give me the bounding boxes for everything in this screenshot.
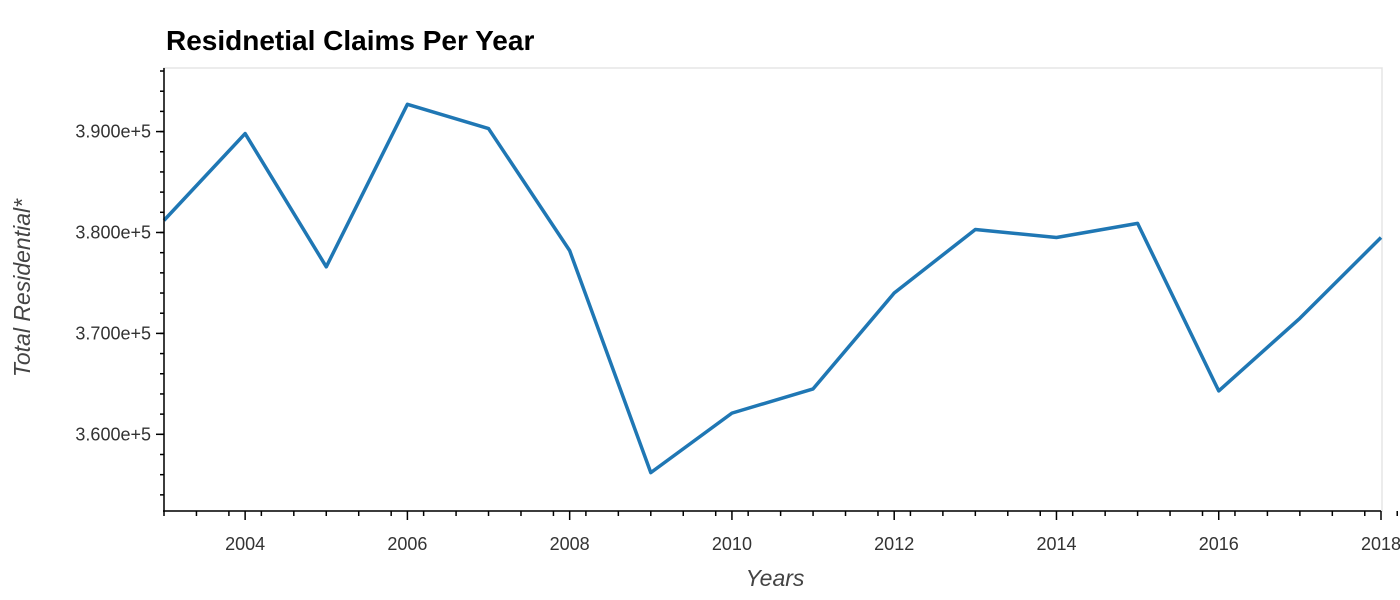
series-layer [162,102,1383,475]
series-line [162,102,1383,475]
x-tick-label: 2006 [387,534,427,554]
x-tick-label: 2010 [712,534,752,554]
y-axis-label: Total Residential* [9,198,35,377]
x-tick-label: 2008 [550,534,590,554]
x-axis-label: Years [746,565,805,591]
chart-title: Residnetial Claims Per Year [166,25,534,56]
x-axis: 2004 2006 2008 2010 2012 2014 2016 2018 [163,510,1400,554]
y-tick-label: 3.600e+5 [75,424,151,444]
y-tick-label: 3.900e+5 [75,122,151,142]
x-tick-label: 2014 [1036,534,1076,554]
x-tick-label: 2016 [1199,534,1239,554]
y-tick-label: 3.800e+5 [75,222,151,242]
x-tick-label: 2004 [225,534,265,554]
plot-frame [163,67,1383,512]
y-tick-label: 3.700e+5 [75,323,151,343]
x-tick-label: 2018 [1361,534,1400,554]
y-axis: 3.600e+5 3.700e+5 3.800e+5 3.900e+5 [75,68,165,512]
x-tick-label: 2012 [874,534,914,554]
